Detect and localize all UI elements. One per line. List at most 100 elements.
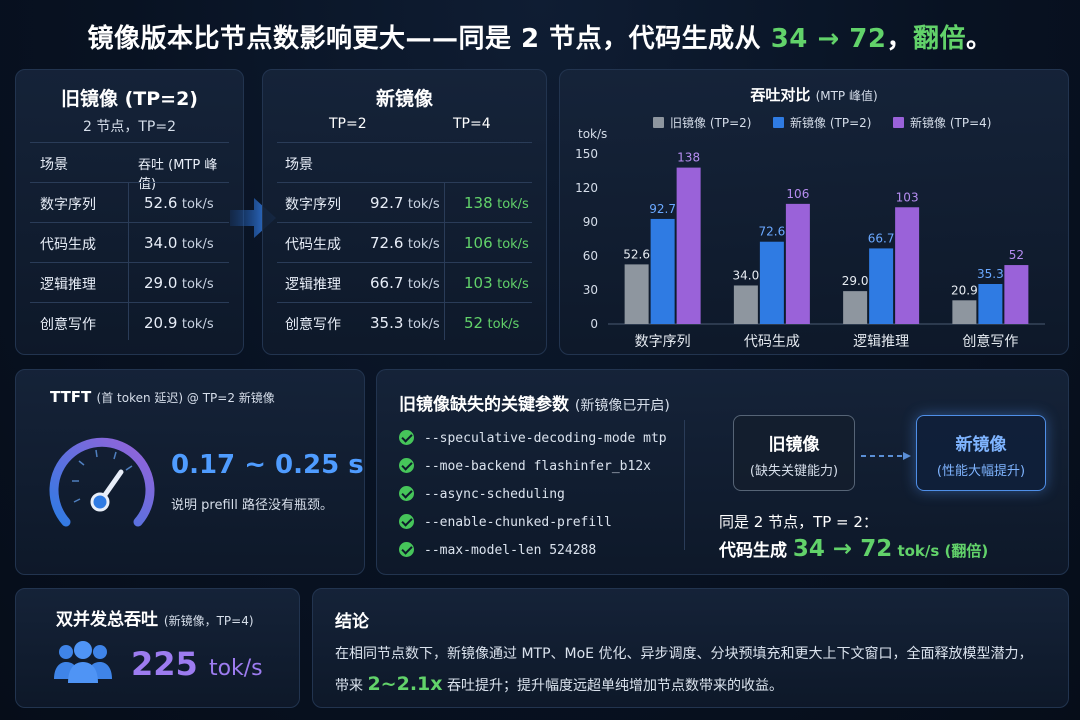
headline-comma: ，	[886, 24, 913, 54]
data-label: 106	[786, 187, 809, 201]
new-col-tp2: TP=2	[329, 116, 367, 132]
ttft-panel: TTFT (首 token 延迟) @ TP=2 新镜像 0.17 ~ 0.25…	[15, 369, 365, 575]
row-scene: 逻辑推理	[285, 277, 341, 293]
data-label: 35.3	[977, 267, 1004, 281]
param-item: --enable-chunked-prefill	[399, 514, 612, 530]
headline-text: 镜像版本比节点数影响更大——同是 2 节点，代码生成从	[87, 24, 771, 54]
conclusion-highlight: 2~2.1x	[367, 673, 443, 695]
headline-end: 。	[966, 24, 993, 54]
old-panel-subtitle: 2 节点，TP=2	[83, 119, 176, 135]
bar	[1004, 265, 1029, 324]
new-image-box: 新镜像 (性能大幅提升)	[916, 415, 1046, 491]
bar	[733, 285, 758, 324]
y-tick-label: 30	[583, 283, 598, 297]
old-col-scene: 场景	[40, 157, 68, 173]
row-tp4: 103 tok/s	[464, 274, 529, 292]
bar	[869, 248, 894, 324]
bar	[650, 218, 675, 324]
data-label: 92.7	[649, 202, 676, 216]
data-label: 66.7	[868, 231, 895, 245]
old-col-throughput: 吞吐 (MTP 峰值)	[138, 158, 218, 192]
legend-old-tp2: 旧镜像 (TP=2)	[653, 114, 751, 131]
data-label: 20.9	[951, 283, 978, 297]
row-value: 29.0 tok/s	[144, 274, 214, 292]
gauge-icon	[49, 437, 155, 527]
check-icon	[399, 430, 414, 445]
data-label: 138	[677, 151, 700, 165]
old-panel-title: 旧镜像 (TP=2)	[60, 88, 198, 110]
table-row: 数字序列 92.7 tok/s 138 tok/s	[277, 182, 532, 222]
conclusion-title: 结论	[335, 612, 369, 632]
x-tick-label: 代码生成	[744, 334, 800, 350]
dashed-arrow-icon	[861, 452, 911, 460]
code-gen-result: 代码生成 34 → 72 tok/s (翻倍)	[719, 536, 989, 562]
bar	[759, 241, 784, 324]
x-tick-label: 数字序列	[635, 334, 691, 350]
bar	[676, 167, 701, 324]
old-table-header: 场景 吞吐 (MTP 峰值)	[30, 142, 229, 192]
bar	[843, 291, 868, 324]
concurrency-unit: tok/s	[208, 656, 263, 681]
ttft-value: 0.17 ~ 0.25 s	[171, 450, 364, 480]
row-value: 20.9 tok/s	[144, 314, 214, 332]
users-icon	[54, 641, 112, 683]
ttft-title-note: (首 token 延迟) @ TP=2 新镜像	[96, 391, 275, 405]
check-icon	[399, 542, 414, 557]
new-col-scene: 场景	[285, 157, 313, 173]
table-row: 代码生成 34.0 tok/s	[30, 222, 229, 262]
old-image-panel: 旧镜像 (TP=2) 2 节点，TP=2 场景 吞吐 (MTP 峰值) 数字序列…	[15, 69, 244, 355]
row-tp2: 66.7 tok/s	[370, 274, 440, 292]
headline-double: 翻倍	[913, 24, 967, 54]
same-nodes-line: 同是 2 节点，TP = 2：	[719, 513, 878, 531]
throughput-bar-chart: tok/s 0 30 60 90 120 150 52.6 92.7 138 数字序列 34.0 72.…	[575, 127, 1045, 350]
code-gen-value: 34 → 72	[792, 536, 893, 562]
new-box-title: 新镜像	[955, 435, 1007, 455]
row-tp4: 106 tok/s	[464, 234, 529, 252]
new-panel-title: 新镜像	[375, 88, 433, 110]
new-box-subtitle: (性能大幅提升)	[936, 464, 1026, 479]
code-gen-unit: tok/s (翻倍)	[892, 542, 989, 560]
bar	[895, 207, 920, 324]
legend-new-tp4: 新镜像 (TP=4)	[893, 114, 991, 131]
param-item: --moe-backend flashinfer_b12x	[399, 458, 651, 474]
row-tp2: 92.7 tok/s	[370, 194, 440, 212]
row-tp2: 72.6 tok/s	[370, 234, 440, 252]
row-tp4: 138 tok/s	[464, 194, 529, 212]
check-icon	[399, 486, 414, 501]
row-scene: 代码生成	[285, 237, 341, 253]
params-title: 旧镜像缺失的关键参数 (新镜像已开启)	[399, 395, 670, 415]
missing-params-panel: 旧镜像缺失的关键参数 (新镜像已开启) --speculative-decodi…	[376, 369, 1069, 575]
column-divider	[444, 182, 445, 340]
y-tick-label: 150	[575, 147, 598, 161]
x-tick-label: 逻辑推理	[853, 334, 909, 350]
table-row: 创意写作 20.9 tok/s	[30, 302, 229, 342]
row-tp2: 35.3 tok/s	[370, 314, 440, 332]
legend-swatch	[893, 117, 904, 128]
row-value: 52.6 tok/s	[144, 194, 214, 212]
concurrency-value: 225 tok/s	[131, 645, 263, 683]
x-tick-label: 创意写作	[962, 333, 1018, 350]
chart-title-note: (MTP 峰值)	[815, 89, 878, 103]
bar	[624, 264, 649, 324]
y-tick-label: 60	[583, 249, 598, 263]
conclusion-line-2: 带来 2~2.1x 吞吐提升；提升幅度远超单纯增加节点数带来的收益。	[335, 673, 783, 695]
headline-highlight: 34 → 72	[770, 24, 887, 54]
param-item: --async-scheduling	[399, 486, 565, 502]
row-scene: 数字序列	[285, 197, 341, 213]
ttft-description: 说明 prefill 路径没有瓶颈。	[171, 498, 333, 513]
table-row: 数字序列 52.6 tok/s	[30, 182, 229, 222]
new-image-panel: 新镜像 TP=2 TP=4 场景 数字序列 92.7 tok/s 138 tok…	[262, 69, 547, 355]
concurrency-panel: 双并发总吞吐 (新镜像，TP=4) 225 tok/s	[15, 588, 300, 708]
conclusion-panel: 结论 在相同节点数下，新镜像通过 MTP、MoE 优化、异步调度、分块预填充和更…	[312, 588, 1069, 708]
params-divider	[684, 420, 685, 550]
conclusion-line-1: 在相同节点数下，新镜像通过 MTP、MoE 优化、异步调度、分块预填充和更大上下…	[335, 646, 1033, 662]
conclusion-text: 在相同节点数下，新镜像通过 MTP、MoE 优化、异步调度、分块预填充和更大上下…	[335, 639, 1055, 701]
y-tick-label: 120	[575, 181, 598, 195]
new-col-tp4: TP=4	[453, 116, 491, 132]
param-item: --speculative-decoding-mode mtp	[399, 430, 667, 446]
old-image-box: 旧镜像 (缺失关键能力)	[733, 415, 855, 491]
row-scene: 代码生成	[40, 237, 96, 253]
row-scene: 逻辑推理	[40, 277, 96, 293]
data-label: 72.6	[759, 225, 786, 239]
bar	[785, 203, 810, 324]
